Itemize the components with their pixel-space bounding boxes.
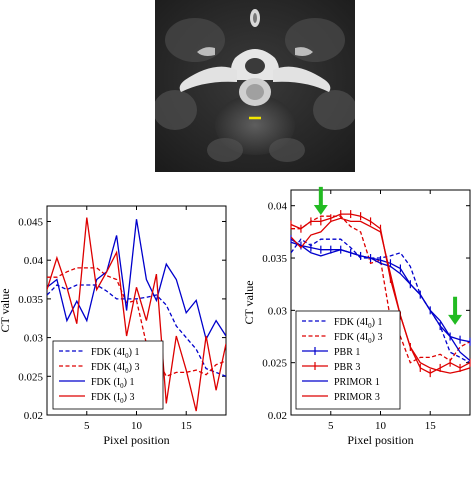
legend-label: FDK (4I0) 3	[334, 332, 383, 345]
right-line-chart: 0.02 0.025 0.03 0.035 0.04 5 10 15 Pixel positio…	[242, 186, 471, 447]
legend-label: FDK (4I0) 1	[334, 317, 383, 330]
x-tick-label: 15	[181, 420, 193, 432]
green-arrow-head	[448, 314, 463, 325]
x-axis-label: Pixel position	[347, 433, 413, 447]
green-arrow-head	[313, 205, 328, 216]
y-tick-label: 0.02	[24, 410, 43, 422]
y-tick-label: 0.025	[18, 371, 43, 383]
legend-label: PBR 3	[334, 362, 360, 373]
ct-scan-image	[155, 0, 355, 172]
y-tick-label: 0.03	[268, 305, 288, 317]
y-tick-label: 0.035	[18, 294, 43, 306]
series-line-fdk-4i0-1	[47, 284, 226, 377]
x-tick-label: 10	[131, 420, 143, 432]
y-tick-label: 0.04	[268, 201, 288, 213]
x-tick-label: 5	[328, 420, 334, 432]
legend-label: FDK (4I0) 1	[91, 347, 140, 360]
series-line-fdk-4i0-3	[47, 267, 226, 378]
left-line-chart: 0.02 0.025 0.03 0.035 0.04 0.045 5 10 15 Pixel po…	[0, 205, 227, 447]
y-axis-label: CT value	[242, 280, 256, 324]
series-line-fdk-i0-1	[47, 219, 226, 341]
legend-label: PRIMOR 1	[334, 377, 380, 388]
series-line-primor-1	[291, 241, 470, 362]
y-axis-label: CT value	[0, 288, 12, 332]
y-tick-label: 0.02	[268, 410, 287, 422]
x-tick-label: 5	[84, 420, 90, 432]
legend-label: FDK (I0) 3	[91, 392, 135, 405]
series-line-primor-3	[291, 217, 470, 374]
y-tick-label: 0.03	[24, 333, 44, 345]
y-tick-label: 0.025	[262, 358, 287, 370]
legend-label: FDK (4I0) 3	[91, 362, 140, 375]
x-tick-label: 15	[425, 420, 437, 432]
y-tick-label: 0.035	[262, 253, 287, 265]
legend-label: PRIMOR 3	[334, 392, 380, 403]
x-axis-label: Pixel position	[103, 433, 169, 447]
legend-box	[295, 310, 401, 410]
x-tick-label: 10	[375, 420, 387, 432]
legend-box	[52, 340, 164, 410]
y-tick-label: 0.04	[24, 255, 44, 267]
series-line-fdk-4i0-3	[291, 215, 470, 364]
series-line-fdk-i0-3	[47, 217, 226, 412]
y-tick-label: 0.045	[18, 216, 43, 228]
legend-label: PBR 1	[334, 347, 360, 358]
legend-label: FDK (I0) 1	[91, 377, 135, 390]
